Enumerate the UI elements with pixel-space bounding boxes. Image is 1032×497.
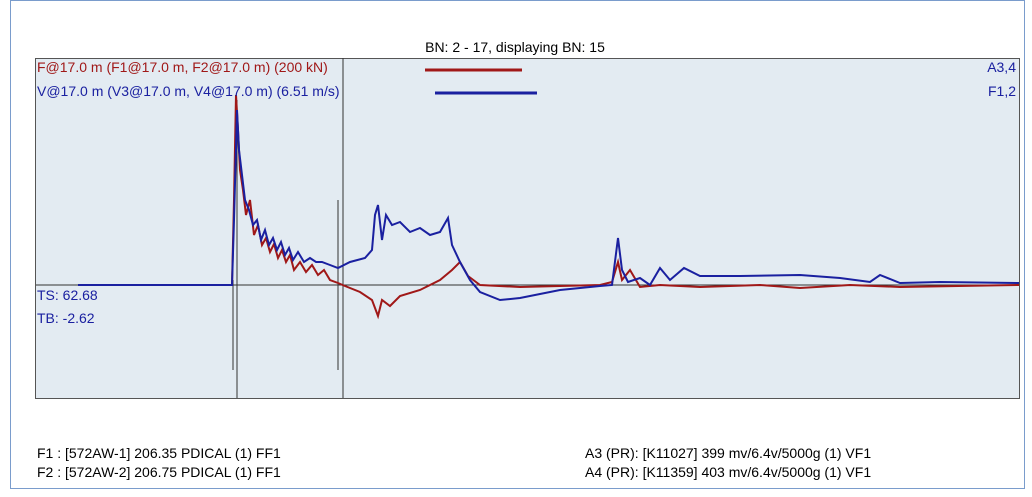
force-trace <box>78 94 1020 320</box>
marker-label: TS: 62.68 <box>37 287 98 303</box>
sensor-info: A4 (PR): [K11359] 403 mv/6.4v/5000g (1) … <box>585 464 871 480</box>
cursor-lines <box>232 58 344 398</box>
title: BN: 2 - 17, displaying BN: 15 <box>425 39 605 55</box>
legend-force: F@17.0 m (F1@17.0 m, F2@17.0 m) (200 kN) <box>37 59 328 75</box>
sensor-info: F2 : [572AW-2] 206.75 PDICAL (1) FF1 <box>37 464 281 480</box>
sensor-info: A3 (PR): [K11027] 399 mv/6.4v/5000g (1) … <box>585 445 871 461</box>
marker-label: TB: -2.62 <box>37 310 95 326</box>
velocity-trace <box>78 109 1020 302</box>
legend-velocity: V@17.0 m (V3@17.0 m, V4@17.0 m) (6.51 m/… <box>37 83 340 99</box>
right-label: A3,4 <box>987 59 1016 75</box>
plot-area <box>35 58 1020 399</box>
right-label: F1,2 <box>988 83 1016 99</box>
sensor-info: F1 : [572AW-1] 206.35 PDICAL (1) FF1 <box>37 445 281 461</box>
